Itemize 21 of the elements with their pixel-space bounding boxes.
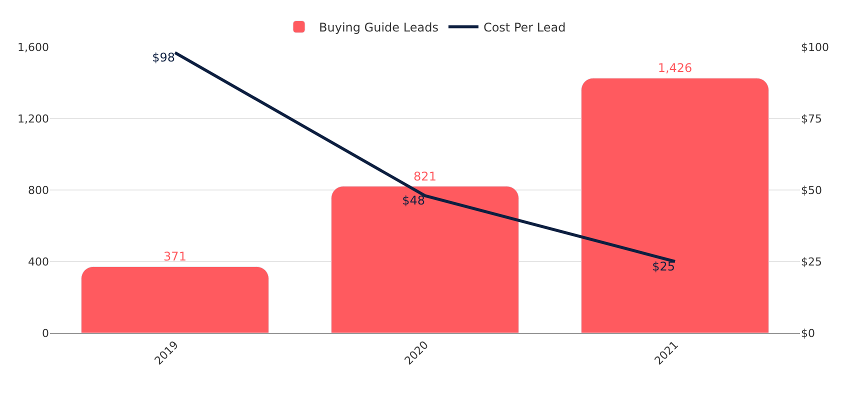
legend-label: Cost Per Lead xyxy=(483,20,566,34)
y-tick-label: 1,200 xyxy=(18,112,49,126)
legend-label: Buying Guide Leads xyxy=(319,20,438,34)
data-label: $98 xyxy=(152,50,175,65)
data-label: 821 xyxy=(414,169,436,184)
y2-tick-label: $25 xyxy=(801,255,822,268)
bar xyxy=(81,266,269,333)
data-label: $25 xyxy=(652,260,675,274)
y-tick-label: 400 xyxy=(28,255,49,268)
y-tick-label: 1,600 xyxy=(18,40,49,54)
y-tick-label: 800 xyxy=(28,184,49,197)
y2-tick-label: $0 xyxy=(801,326,815,340)
y2-tick-label: $100 xyxy=(801,40,829,54)
bar xyxy=(581,78,769,333)
data-label: $48 xyxy=(402,194,425,208)
data-label: 1,426 xyxy=(658,61,692,76)
bar xyxy=(331,186,519,333)
data-label: 371 xyxy=(164,250,186,264)
y2-tick-label: $50 xyxy=(801,184,822,197)
y-tick-label: 0 xyxy=(42,326,49,340)
y2-tick-label: $75 xyxy=(801,112,822,126)
